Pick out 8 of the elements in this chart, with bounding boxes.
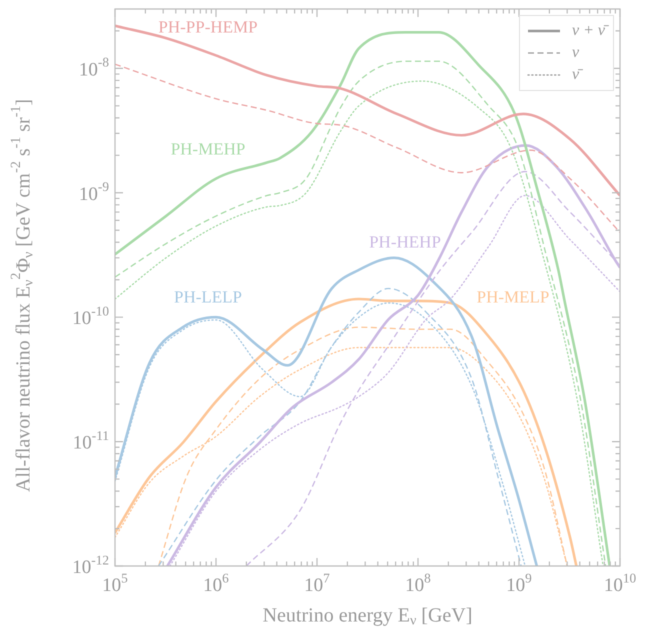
text: All-flavor neutrino flux Eν2Φν [GeV cm-2 s-1 sr-1] xyxy=(9,98,37,492)
series-label: PH-MEHP xyxy=(170,139,246,158)
series-label: PH-MELP xyxy=(476,287,550,306)
style-key: ν + ν̄ ν ν̄ xyxy=(519,15,614,91)
annotation: ν xyxy=(572,44,580,62)
series-label: PH-PP-HEMP xyxy=(158,17,258,36)
series-label: PH-LELP xyxy=(174,287,242,306)
series-label: PH-HEHP xyxy=(369,232,441,252)
